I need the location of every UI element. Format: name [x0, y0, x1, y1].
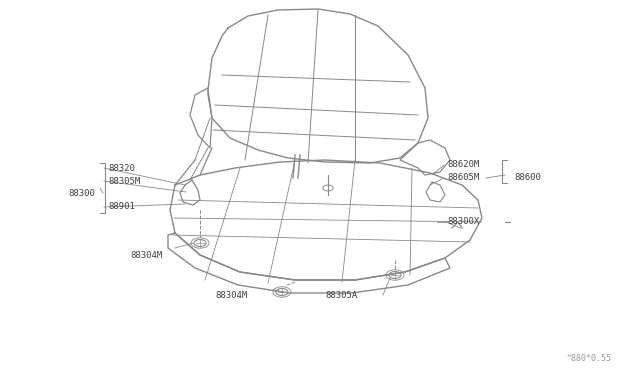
Text: 88300: 88300 — [68, 189, 95, 198]
Text: 88600: 88600 — [514, 173, 541, 183]
Text: 88300X: 88300X — [447, 218, 479, 227]
Text: 88605M: 88605M — [447, 173, 479, 183]
Text: 88304M: 88304M — [215, 291, 247, 299]
Text: ^880*0.55: ^880*0.55 — [566, 354, 611, 363]
Text: 88305M: 88305M — [108, 176, 140, 186]
Text: 88304M: 88304M — [130, 250, 163, 260]
Text: 88901: 88901 — [108, 202, 135, 212]
Text: 88320: 88320 — [108, 164, 135, 173]
Text: 88305A: 88305A — [325, 291, 357, 299]
Text: —: — — [436, 219, 441, 225]
Text: 88620M: 88620M — [447, 160, 479, 169]
